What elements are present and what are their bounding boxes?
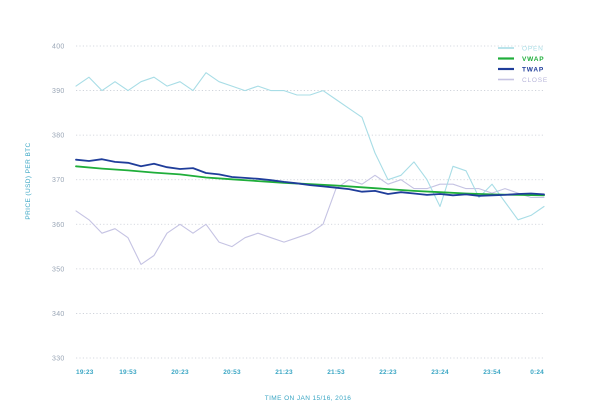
series-line-vwap [75, 165, 545, 197]
y-tick-label: 330 [52, 356, 65, 363]
x-tick-label: 22:23 [379, 369, 397, 376]
y-axis-label: PRICE (USD) PER BTC [25, 142, 32, 219]
y-tick-label: 370 [52, 177, 65, 184]
x-tick-label: 19:53 [119, 369, 137, 376]
x-tick-label: 23:54 [483, 369, 501, 376]
x-tick-label: 19:23 [76, 369, 94, 376]
series-line-close [75, 174, 545, 265]
y-tick-label: 380 [52, 133, 65, 140]
y-tick-label: 360 [52, 222, 65, 229]
x-tick-label: 20:53 [223, 369, 241, 376]
x-tick-label: 20:23 [171, 369, 189, 376]
x-tick-label: 21:53 [327, 369, 345, 376]
legend-label-twap: TWAP [522, 66, 544, 73]
y-tick-label: 400 [52, 44, 65, 51]
y-tick-label: 390 [52, 88, 65, 95]
series-lines [75, 72, 545, 265]
gridlines [76, 45, 544, 359]
x-tick-label: 23:24 [431, 369, 449, 376]
x-tick-label: 21:23 [275, 369, 293, 376]
y-axis-ticks: 330 340 350 360 370 380 390 400 [52, 44, 65, 363]
series-line-twap [75, 158, 545, 197]
legend-label-vwap: VWAP [522, 56, 544, 63]
y-tick-label: 350 [52, 266, 65, 273]
x-axis-label: TIME ON JAN 15/16, 2016 [265, 395, 352, 402]
legend: OPEN VWAP TWAP CLOSE [498, 45, 548, 84]
legend-label-close: CLOSE [522, 77, 548, 84]
x-axis-ticks: 19:23 19:53 20:23 20:53 21:23 21:53 22:23 23:24… [76, 369, 544, 376]
legend-label-open: OPEN [522, 45, 544, 52]
series-line-open [75, 72, 545, 221]
y-tick-label: 340 [52, 311, 65, 318]
x-tick-label: 0:24 [530, 369, 544, 376]
